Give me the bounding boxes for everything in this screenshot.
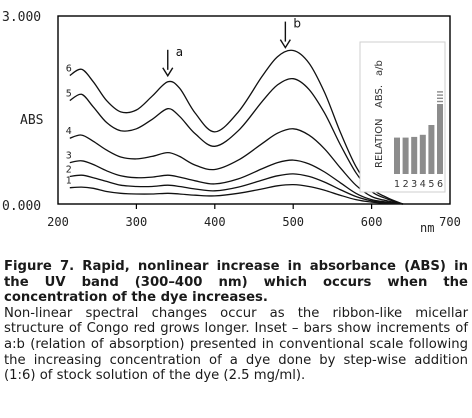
x-tick-label: 500 bbox=[282, 215, 304, 229]
x-tick-label: 300 bbox=[126, 215, 148, 229]
curve-label-3: 3 bbox=[66, 151, 72, 162]
y-axis-label: ABS bbox=[20, 113, 43, 128]
peak-annotations: ab bbox=[162, 17, 301, 78]
inset-bars bbox=[394, 91, 443, 174]
inset-increment-mark bbox=[437, 100, 443, 103]
x-tick-label: 600 bbox=[361, 215, 383, 229]
inset-category-label: 6 bbox=[437, 179, 443, 190]
absorbance-chart: 3.000 0.000 ABS nm 200 300 400 500 600 700 12… bbox=[2, 10, 461, 235]
inset-bar-1 bbox=[394, 137, 400, 174]
caption-body: Non-linear spectral changes occur as the… bbox=[4, 305, 468, 384]
x-tick-label: 200 bbox=[47, 215, 69, 229]
x-axis-label: nm bbox=[420, 221, 434, 235]
inset-ylabel-relation: RELATION bbox=[374, 118, 385, 168]
x-tick-label: 400 bbox=[204, 215, 226, 229]
inset-ylabel-abs: ABS. bbox=[374, 85, 385, 108]
spectrum-curve-6 bbox=[69, 49, 404, 205]
inset-bar-2 bbox=[402, 137, 409, 174]
annotation-arrow-head bbox=[279, 39, 291, 49]
spectrum-curve-2 bbox=[69, 173, 404, 205]
inset-bar-5 bbox=[428, 125, 435, 174]
inset-category-label: 3 bbox=[411, 179, 417, 190]
spectrum-curve-5 bbox=[69, 77, 404, 205]
x-ticks: 200 300 400 500 600 700 bbox=[47, 204, 461, 229]
spectrum-curve-3 bbox=[69, 159, 404, 205]
spectra-curves bbox=[69, 49, 404, 205]
inset-bar-4 bbox=[419, 134, 426, 174]
annotation-label-a: a bbox=[176, 45, 183, 59]
curve-label-6: 6 bbox=[66, 64, 72, 75]
inset-category-label: 1 bbox=[394, 179, 400, 190]
y-tick-bottom-label: 0.000 bbox=[2, 199, 41, 214]
annotation-arrow-head bbox=[162, 67, 174, 78]
annotation-label-b: b bbox=[293, 17, 301, 31]
curve-labels: 12 3 4 5 6 bbox=[66, 64, 72, 187]
curve-label-2: 2 bbox=[66, 164, 72, 175]
curve-label-1: 1 bbox=[66, 176, 72, 187]
inset-increment-mark bbox=[437, 94, 443, 96]
spectrum-curve-1 bbox=[69, 183, 404, 205]
inset-increment-mark bbox=[437, 91, 443, 93]
curve-label-5: 5 bbox=[66, 89, 72, 100]
x-tick-label: 700 bbox=[439, 215, 461, 229]
inset-category-label: 5 bbox=[428, 179, 434, 190]
inset-category-label: 2 bbox=[403, 179, 409, 190]
inset-category-label: 4 bbox=[420, 179, 426, 190]
y-tick-top-label: 3.000 bbox=[2, 10, 41, 25]
inset-bar-6 bbox=[437, 104, 443, 174]
spectrum-curve-4 bbox=[69, 128, 404, 205]
curve-label-4: 4 bbox=[66, 126, 72, 137]
inset-increment-mark bbox=[437, 97, 443, 99]
caption-title: Figure 7. Rapid, nonlinear increase in a… bbox=[4, 259, 468, 306]
plot-frame bbox=[57, 15, 451, 205]
figure-caption: Figure 7. Rapid, nonlinear increase in a… bbox=[4, 259, 468, 384]
inset-frame bbox=[359, 41, 446, 193]
inset-bar-3 bbox=[411, 136, 418, 174]
inset-ylabel-ab: a/b bbox=[374, 60, 385, 76]
